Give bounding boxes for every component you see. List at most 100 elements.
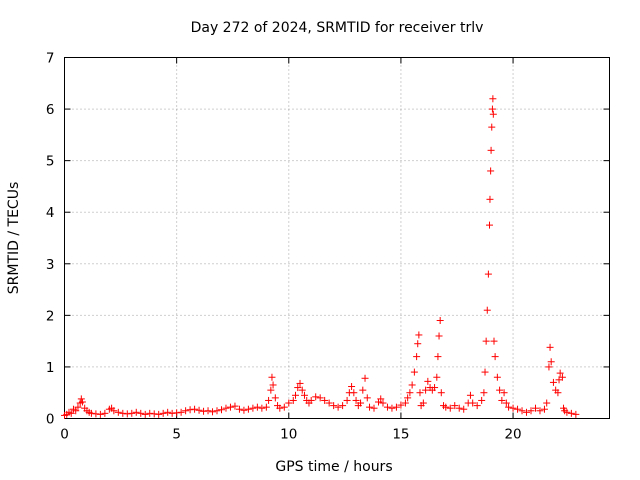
data-point (316, 394, 324, 402)
data-point (300, 391, 308, 399)
data-point (67, 409, 75, 417)
data-point (433, 373, 441, 381)
data-point (258, 404, 266, 412)
y-tick-label: 6 (46, 102, 55, 118)
data-point (222, 404, 230, 412)
data-point (460, 405, 468, 413)
data-point (119, 409, 127, 417)
data-point (558, 373, 566, 381)
data-point (209, 408, 217, 416)
data-point (101, 409, 109, 417)
data-point (359, 386, 367, 394)
data-point (114, 408, 122, 416)
data-point (334, 403, 342, 411)
data-point (173, 409, 181, 417)
data-point (285, 399, 293, 407)
data-point (480, 389, 488, 397)
data-point (289, 396, 297, 404)
data-point (431, 384, 439, 392)
data-point (294, 384, 302, 392)
x-tick-label: 10 (280, 427, 297, 443)
plot-frame (64, 57, 610, 419)
data-point (572, 410, 580, 418)
data-point (150, 410, 158, 418)
data-point (491, 353, 499, 361)
data-point (235, 405, 243, 413)
data-point (128, 409, 136, 417)
data-point (490, 337, 498, 345)
data-point (348, 383, 356, 391)
data-point (226, 403, 234, 411)
data-point (92, 410, 100, 418)
data-point (78, 398, 86, 406)
data-point (321, 396, 329, 404)
data-point (489, 110, 497, 118)
data-point (563, 408, 571, 416)
data-point (164, 408, 172, 416)
data-point (437, 389, 445, 397)
x-tick-label: 20 (504, 427, 521, 443)
data-point (487, 167, 495, 175)
data-point (186, 406, 194, 414)
data-point (363, 394, 371, 402)
data-point (244, 405, 252, 413)
data-point (487, 146, 495, 154)
data-point (484, 270, 492, 278)
data-point (217, 406, 225, 414)
data-point (350, 389, 358, 397)
data-point (383, 403, 391, 411)
data-point (514, 405, 522, 413)
data-point (182, 407, 190, 415)
data-point (388, 404, 396, 412)
data-point (523, 408, 531, 416)
data-point (488, 123, 496, 131)
data-point (413, 353, 421, 361)
data-point (483, 306, 491, 314)
data-point (567, 409, 575, 417)
data-point (87, 409, 95, 417)
data-point (379, 399, 387, 407)
data-point (168, 409, 176, 417)
data-point (486, 221, 494, 229)
data-point (408, 381, 416, 389)
data-point (146, 409, 154, 417)
data-point (265, 396, 273, 404)
data-series (61, 95, 580, 419)
data-point (502, 399, 510, 407)
data-point (159, 409, 167, 417)
data-point (298, 386, 306, 394)
data-point (545, 363, 553, 371)
data-point (547, 358, 555, 366)
x-axis: 0 5 10 15 20 (60, 57, 522, 443)
data-point (422, 386, 430, 394)
data-point (505, 403, 513, 411)
y-axis-label: SRMTID / TECUs (6, 182, 22, 295)
data-point (397, 401, 405, 409)
data-point (296, 379, 304, 387)
x-tick-label: 5 (172, 427, 181, 443)
data-point (177, 408, 185, 416)
data-point (72, 407, 80, 415)
data-point (339, 402, 347, 410)
x-axis-label: GPS time / hours (275, 459, 392, 475)
data-point (416, 389, 424, 397)
data-point (482, 337, 490, 345)
chart-title: Day 272 of 2024, SRMTID for receiver trl… (191, 20, 484, 36)
y-axis: 0 1 2 3 4 5 6 7 (46, 51, 610, 428)
data-point (406, 389, 414, 397)
data-point (357, 399, 365, 407)
y-tick-label: 5 (46, 154, 55, 170)
data-point (132, 408, 140, 416)
y-tick-label: 2 (46, 308, 55, 324)
data-point (554, 389, 562, 397)
data-point (137, 409, 145, 417)
data-point (488, 105, 496, 113)
data-point (543, 399, 551, 407)
data-point (442, 403, 450, 411)
data-point (155, 410, 163, 418)
data-point (377, 395, 385, 403)
y-tick-label: 0 (46, 412, 55, 428)
data-point (200, 407, 208, 415)
data-point (410, 368, 418, 376)
y-tick-label: 7 (46, 51, 55, 67)
